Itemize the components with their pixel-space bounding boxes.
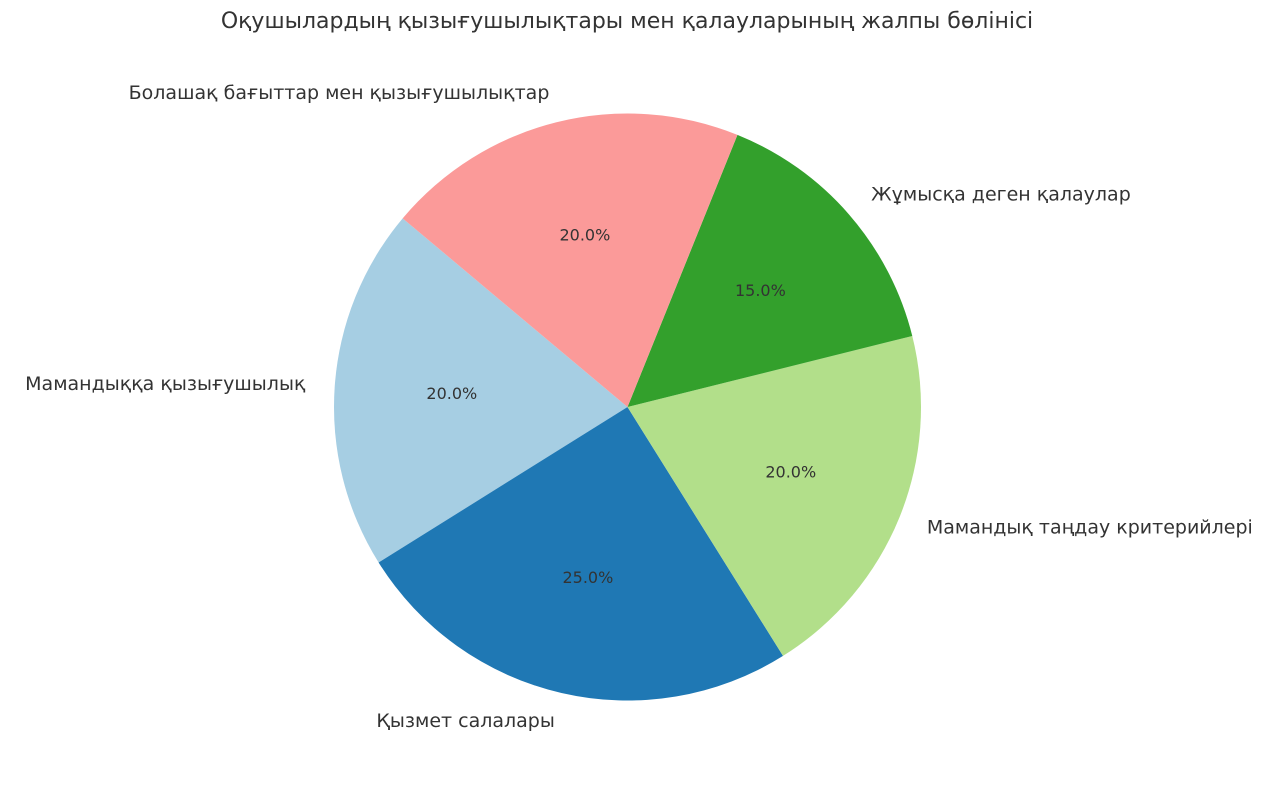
value-label: 15.0% <box>735 281 786 300</box>
value-label: 25.0% <box>562 568 613 587</box>
value-label: 20.0% <box>765 462 816 481</box>
chart-title: Оқушылардың қызығушылықтары мен қалаулар… <box>221 9 1033 34</box>
slice-label: Мамандыққа қызығушылық <box>25 373 306 395</box>
slice-label: Қызмет салалары <box>376 710 554 732</box>
slice-label: Мамандық таңдау критерийлері <box>927 516 1253 538</box>
slice-label: Жұмысқа деген қалаулар <box>871 184 1131 206</box>
value-label: 20.0% <box>426 384 477 403</box>
value-label: 20.0% <box>559 226 610 245</box>
pie-slice <box>402 113 738 407</box>
pie-slice <box>378 407 784 701</box>
pie-slice <box>333 218 628 563</box>
slice-label: Болашақ бағыттар мен қызығушылықтар <box>129 82 550 104</box>
pie-slice <box>627 335 921 656</box>
pie-slice <box>627 134 913 408</box>
